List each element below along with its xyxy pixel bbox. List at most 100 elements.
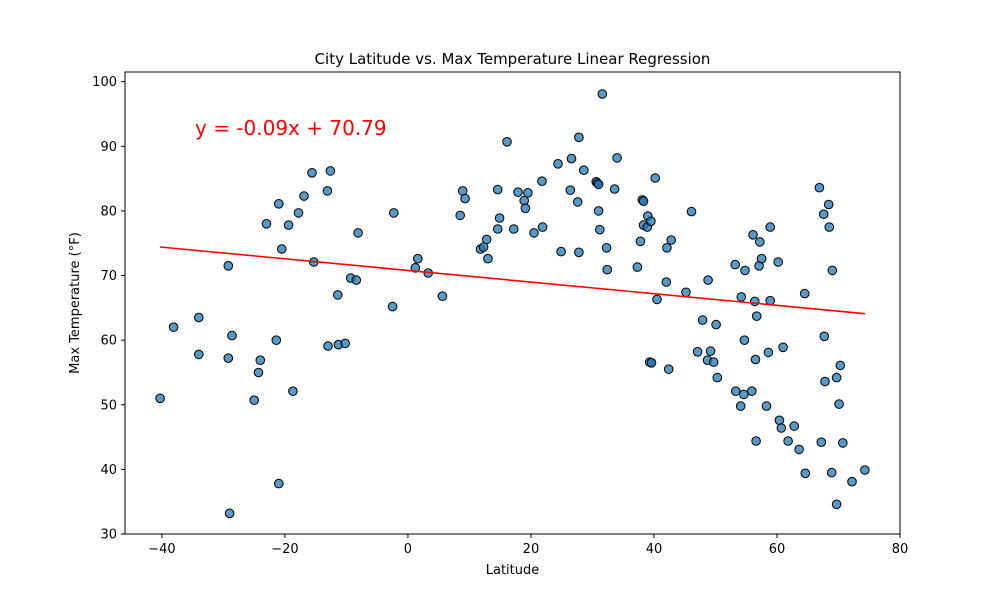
data-point (686, 206, 697, 217)
data-point (168, 322, 179, 333)
data-point (756, 253, 767, 264)
x-axis-label: Latitude (486, 563, 540, 578)
data-point (481, 234, 492, 245)
data-point (794, 444, 804, 455)
data-point (761, 401, 772, 411)
data-point (537, 222, 548, 232)
data-point (494, 213, 505, 223)
data-point (437, 291, 448, 302)
data-point (776, 423, 787, 433)
y-tick-label: 100 (92, 75, 117, 90)
data-point (838, 438, 848, 448)
chart-title: City Latitude vs. Max Temperature Linear… (315, 50, 711, 68)
data-point (249, 395, 259, 406)
data-point (827, 265, 838, 276)
data-point (579, 165, 589, 175)
data-point (705, 346, 716, 356)
data-point (740, 265, 750, 276)
data-point (529, 228, 539, 238)
data-point (778, 342, 788, 353)
data-point (609, 184, 620, 194)
data-point (739, 389, 749, 400)
data-point (826, 467, 837, 478)
data-point (750, 296, 760, 307)
data-point (255, 355, 266, 366)
data-point (711, 319, 721, 330)
data-point (227, 330, 237, 341)
data-point (692, 347, 703, 357)
y-tick-label: 40 (100, 463, 117, 478)
data-point (340, 338, 351, 349)
data-point (520, 203, 531, 214)
data-point (708, 357, 719, 367)
data-point (831, 499, 842, 510)
y-axis: 30 40 50 60 70 80 90 100 (92, 75, 125, 543)
data-point (820, 376, 830, 387)
data-point (824, 222, 835, 232)
data-point (814, 182, 825, 193)
data-point (663, 364, 674, 375)
data-point (730, 259, 741, 270)
data-point (333, 290, 343, 300)
y-axis-label: Max Temperature (°F) (68, 232, 83, 374)
data-point (556, 246, 566, 257)
data-point (283, 220, 294, 230)
data-point (712, 372, 723, 383)
data-point (565, 185, 576, 195)
x-tick-label: 80 (892, 542, 909, 557)
data-point (834, 399, 844, 409)
data-point (773, 257, 784, 267)
data-point (593, 179, 604, 190)
data-point (513, 187, 523, 197)
y-tick-label: 60 (100, 334, 117, 349)
data-point (736, 292, 747, 302)
data-point (646, 216, 656, 227)
data-point (492, 184, 503, 195)
data-point (681, 287, 691, 298)
y-tick-label: 50 (100, 398, 117, 413)
data-point (288, 386, 298, 397)
data-point (799, 288, 810, 299)
data-point (819, 331, 830, 342)
data-point (223, 261, 234, 271)
data-point (323, 341, 333, 351)
data-point (155, 393, 165, 404)
data-point (662, 243, 672, 253)
data-point (816, 437, 827, 448)
data-point (307, 168, 317, 178)
data-point (789, 421, 800, 431)
plot-frame (124, 71, 901, 535)
data-point (593, 206, 604, 216)
data-point (502, 137, 512, 147)
data-point (389, 208, 399, 218)
data-point (483, 253, 493, 264)
data-point (523, 188, 533, 198)
data-point (652, 294, 662, 305)
data-point (774, 415, 785, 426)
data-point (566, 153, 577, 164)
data-point (223, 353, 234, 364)
data-point (597, 89, 608, 99)
data-point (750, 354, 761, 365)
data-point (818, 209, 829, 219)
data-point (537, 176, 547, 186)
data-point (299, 191, 309, 201)
data-point (735, 401, 746, 411)
data-point (638, 196, 649, 206)
data-point (666, 235, 677, 245)
data-point (697, 315, 708, 325)
data-point (860, 465, 870, 475)
data-point (351, 275, 362, 285)
regression-equation: y = -0.09x + 70.79 (195, 116, 387, 140)
data-point (661, 277, 672, 287)
data-point (612, 153, 622, 163)
data-point (755, 237, 765, 247)
data-point (800, 468, 811, 479)
data-point (835, 360, 846, 371)
x-tick-label: 0 (404, 542, 412, 557)
x-tick-label: 40 (646, 542, 663, 557)
data-point (455, 210, 466, 221)
data-point (224, 508, 235, 519)
data-point (553, 159, 563, 169)
y-tick-label: 90 (100, 140, 117, 155)
